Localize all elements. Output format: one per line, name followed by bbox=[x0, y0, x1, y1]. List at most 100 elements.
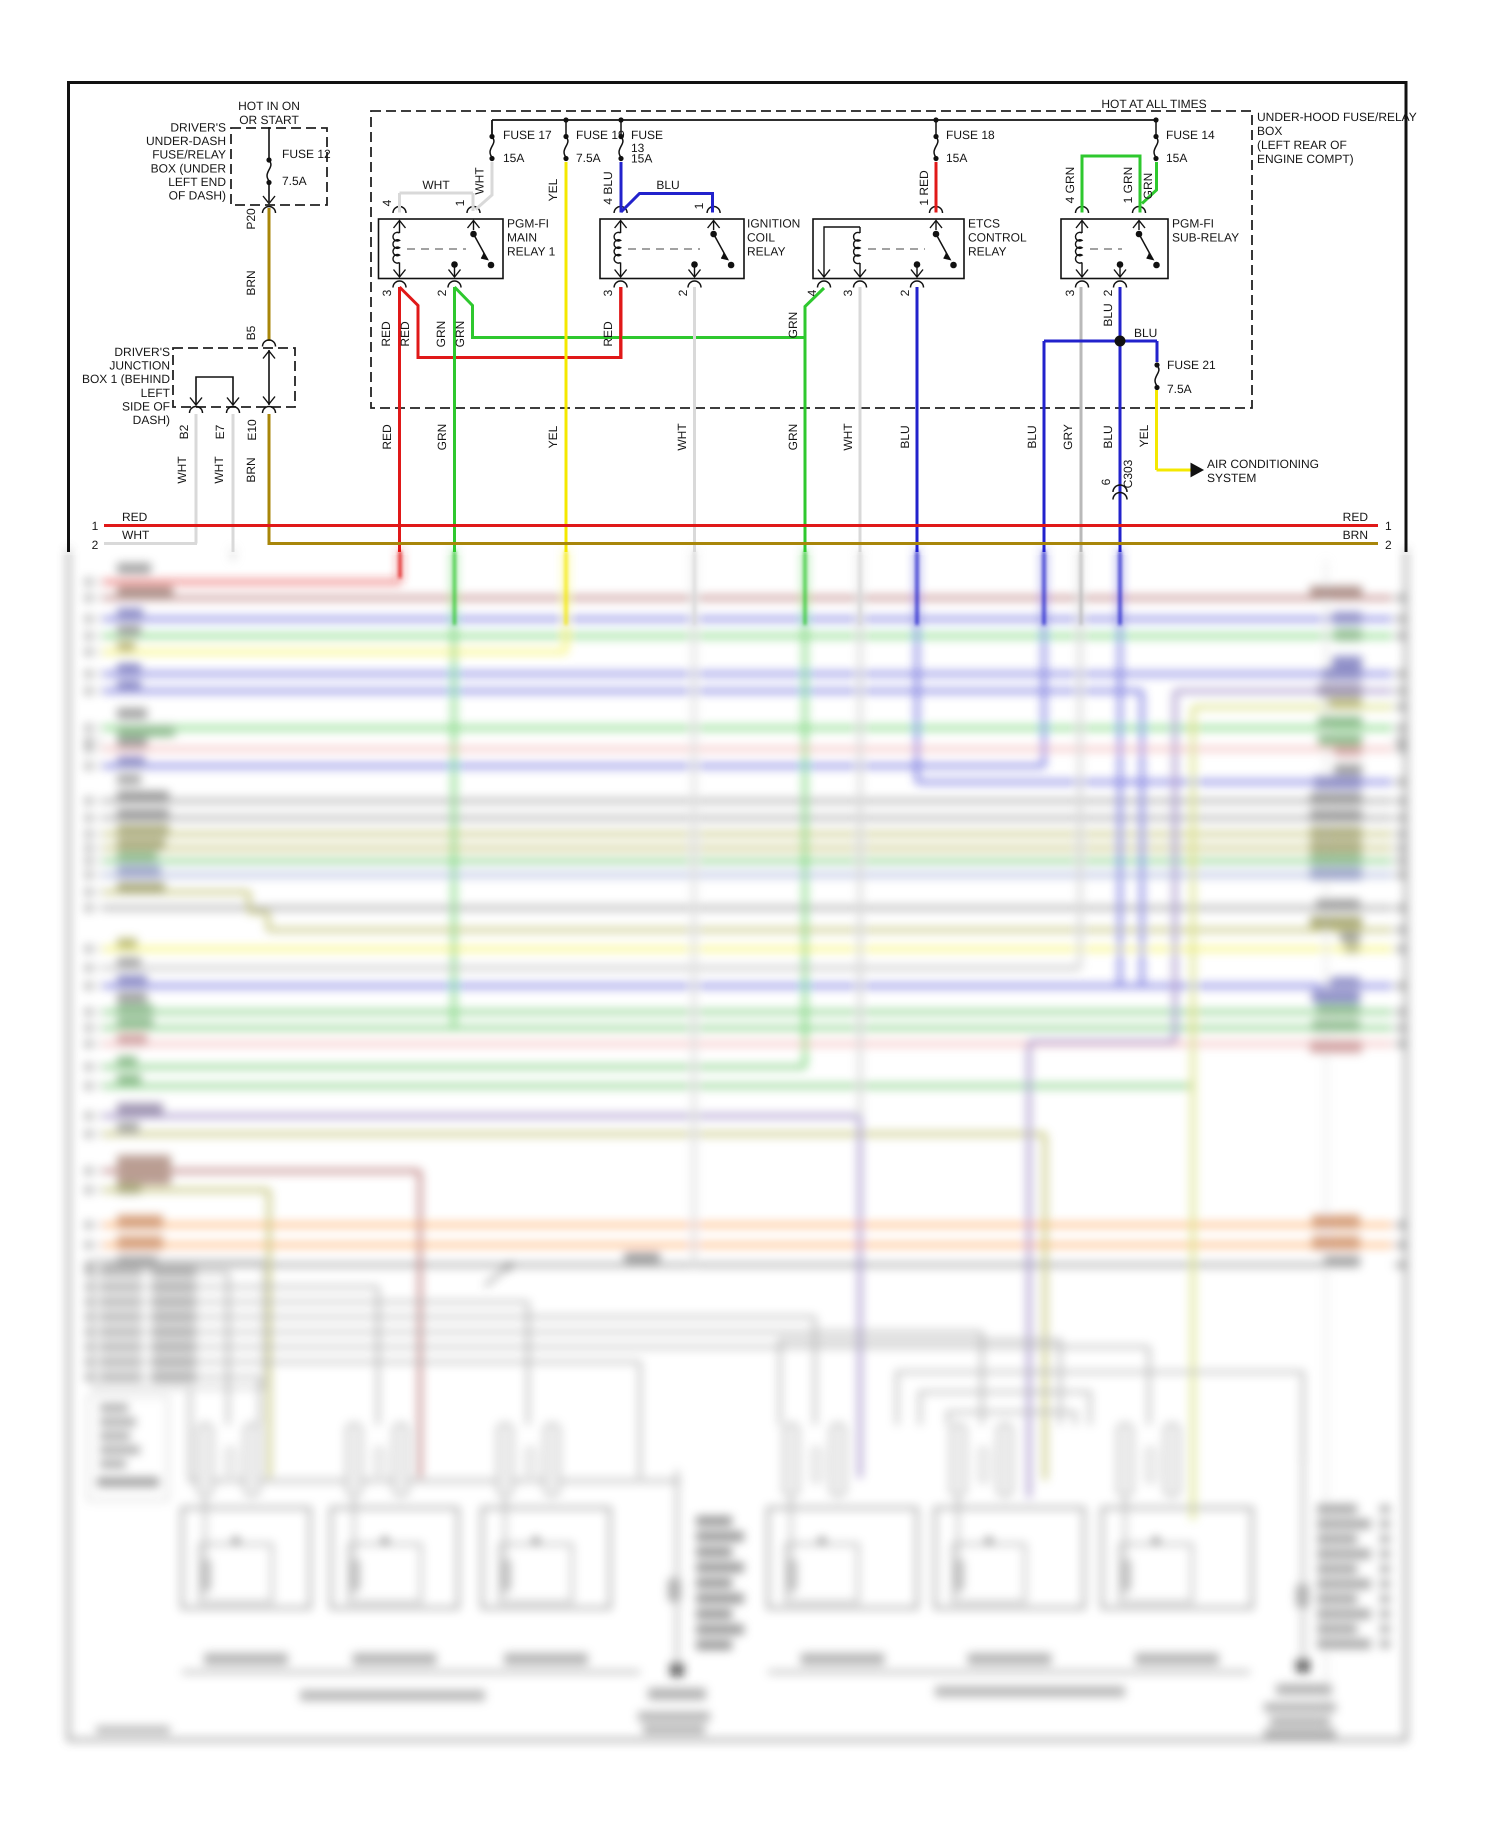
svg-text:FUSE 18: FUSE 18 bbox=[946, 128, 995, 142]
svg-text:BOX 1 (BEHIND: BOX 1 (BEHIND bbox=[82, 372, 170, 386]
svg-text:WHT: WHT bbox=[422, 178, 450, 192]
svg-text:RELAY 1: RELAY 1 bbox=[507, 245, 556, 259]
svg-text:AIR CONDITIONING: AIR CONDITIONING bbox=[1207, 457, 1319, 471]
svg-text:LEFT: LEFT bbox=[141, 386, 171, 400]
svg-text:1 RED: 1 RED bbox=[917, 170, 931, 206]
svg-text:DRIVER'S: DRIVER'S bbox=[170, 121, 226, 135]
svg-text:2: 2 bbox=[1101, 289, 1115, 296]
svg-text:BLU: BLU bbox=[1101, 425, 1115, 448]
svg-text:RELAY: RELAY bbox=[968, 245, 1006, 259]
svg-text:3: 3 bbox=[841, 289, 855, 296]
svg-text:2: 2 bbox=[676, 289, 690, 296]
svg-text:WHT: WHT bbox=[212, 456, 226, 484]
svg-text:ETCS: ETCS bbox=[968, 217, 1000, 231]
svg-text:15A: 15A bbox=[503, 151, 524, 165]
svg-text:YEL: YEL bbox=[1137, 424, 1151, 447]
svg-text:MAIN: MAIN bbox=[507, 231, 537, 245]
svg-text:HOT AT ALL TIMES: HOT AT ALL TIMES bbox=[1101, 97, 1206, 111]
svg-text:BRN: BRN bbox=[244, 457, 258, 482]
svg-text:1: 1 bbox=[692, 202, 706, 209]
svg-text:(LEFT REAR OF: (LEFT REAR OF bbox=[1257, 138, 1347, 152]
svg-text:WHT: WHT bbox=[675, 423, 689, 451]
svg-text:DASH): DASH) bbox=[133, 413, 170, 427]
svg-text:2: 2 bbox=[898, 289, 912, 296]
svg-text:BLU: BLU bbox=[656, 178, 679, 192]
svg-text:BOX (UNDER: BOX (UNDER bbox=[151, 161, 227, 175]
svg-text:1: 1 bbox=[453, 199, 467, 206]
svg-text:3: 3 bbox=[1063, 289, 1077, 296]
svg-text:WHT: WHT bbox=[841, 423, 855, 451]
svg-text:1 GRN: 1 GRN bbox=[1121, 167, 1135, 204]
svg-text:GRN: GRN bbox=[786, 312, 800, 339]
svg-text:CONTROL: CONTROL bbox=[968, 231, 1027, 245]
svg-text:FUSE 14: FUSE 14 bbox=[1166, 128, 1215, 142]
svg-text:RED: RED bbox=[379, 321, 393, 347]
svg-text:3: 3 bbox=[601, 289, 615, 296]
svg-text:FUSE/RELAY: FUSE/RELAY bbox=[152, 148, 226, 162]
svg-text:UNDER-HOOD FUSE/RELAY: UNDER-HOOD FUSE/RELAY bbox=[1257, 110, 1417, 124]
svg-text:WHT: WHT bbox=[122, 528, 150, 542]
svg-text:BLU: BLU bbox=[1101, 303, 1115, 326]
svg-text:WHT: WHT bbox=[175, 456, 189, 484]
svg-text:13: 13 bbox=[631, 141, 645, 155]
svg-text:YEL: YEL bbox=[546, 425, 560, 448]
svg-text:BOX: BOX bbox=[1257, 124, 1282, 138]
svg-text:RED: RED bbox=[398, 321, 412, 347]
svg-text:SUB-RELAY: SUB-RELAY bbox=[1172, 231, 1239, 245]
svg-text:FUSE: FUSE bbox=[631, 128, 663, 142]
svg-text:15A: 15A bbox=[631, 152, 652, 166]
svg-text:ENGINE COMPT): ENGINE COMPT) bbox=[1257, 152, 1354, 166]
svg-text:GRN: GRN bbox=[434, 321, 448, 348]
svg-text:SYSTEM: SYSTEM bbox=[1207, 471, 1256, 485]
svg-text:2: 2 bbox=[435, 289, 449, 296]
svg-text:3: 3 bbox=[380, 289, 394, 296]
svg-text:7.5A: 7.5A bbox=[1167, 382, 1192, 396]
svg-text:1: 1 bbox=[92, 519, 99, 533]
svg-text:GRN: GRN bbox=[435, 424, 449, 451]
svg-text:E10: E10 bbox=[245, 419, 259, 441]
svg-text:OR START: OR START bbox=[239, 113, 299, 127]
svg-text:1: 1 bbox=[1385, 519, 1392, 533]
svg-text:C303: C303 bbox=[1121, 459, 1135, 488]
svg-text:FUSE 21: FUSE 21 bbox=[1167, 358, 1216, 372]
svg-text:4: 4 bbox=[380, 199, 394, 206]
svg-text:GRN: GRN bbox=[786, 424, 800, 451]
svg-text:OF DASH): OF DASH) bbox=[169, 189, 226, 203]
svg-text:2: 2 bbox=[92, 538, 99, 552]
svg-text:FUSE 12: FUSE 12 bbox=[282, 147, 331, 161]
svg-text:PGM-FI: PGM-FI bbox=[1172, 217, 1214, 231]
svg-text:7.5A: 7.5A bbox=[576, 151, 601, 165]
svg-text:FUSE 19: FUSE 19 bbox=[576, 128, 625, 142]
svg-text:BLU: BLU bbox=[1134, 326, 1157, 340]
svg-text:RED: RED bbox=[122, 510, 148, 524]
svg-text:JUNCTION: JUNCTION bbox=[109, 359, 170, 373]
svg-text:B5: B5 bbox=[244, 325, 258, 340]
svg-text:BRN: BRN bbox=[244, 270, 258, 295]
svg-text:DRIVER'S: DRIVER'S bbox=[114, 345, 170, 359]
svg-text:P20: P20 bbox=[244, 208, 258, 230]
svg-text:SIDE OF: SIDE OF bbox=[122, 399, 170, 413]
svg-text:4 GRN: 4 GRN bbox=[1063, 167, 1077, 204]
svg-text:15A: 15A bbox=[946, 151, 967, 165]
svg-text:BLU: BLU bbox=[898, 425, 912, 448]
svg-text:RED: RED bbox=[380, 424, 394, 450]
svg-text:FUSE 17: FUSE 17 bbox=[503, 128, 552, 142]
svg-text:IGNITION: IGNITION bbox=[747, 217, 800, 231]
svg-text:UNDER-DASH: UNDER-DASH bbox=[146, 134, 226, 148]
svg-text:4: 4 bbox=[805, 289, 819, 296]
svg-text:E7: E7 bbox=[213, 424, 227, 439]
svg-text:PGM-FI: PGM-FI bbox=[507, 217, 549, 231]
svg-text:GRN: GRN bbox=[1141, 173, 1155, 200]
svg-text:YEL: YEL bbox=[546, 178, 560, 201]
svg-text:4 BLU: 4 BLU bbox=[601, 171, 615, 204]
svg-text:7.5A: 7.5A bbox=[282, 174, 307, 188]
svg-text:RELAY: RELAY bbox=[747, 245, 785, 259]
svg-text:HOT IN ON: HOT IN ON bbox=[238, 99, 300, 113]
svg-text:WHT: WHT bbox=[473, 167, 487, 195]
svg-text:RED: RED bbox=[1343, 510, 1369, 524]
svg-text:BLU: BLU bbox=[1025, 425, 1039, 448]
svg-text:B2: B2 bbox=[177, 424, 191, 439]
svg-text:BRN: BRN bbox=[1343, 528, 1368, 542]
svg-text:COIL: COIL bbox=[747, 231, 775, 245]
svg-text:GRN: GRN bbox=[453, 321, 467, 348]
